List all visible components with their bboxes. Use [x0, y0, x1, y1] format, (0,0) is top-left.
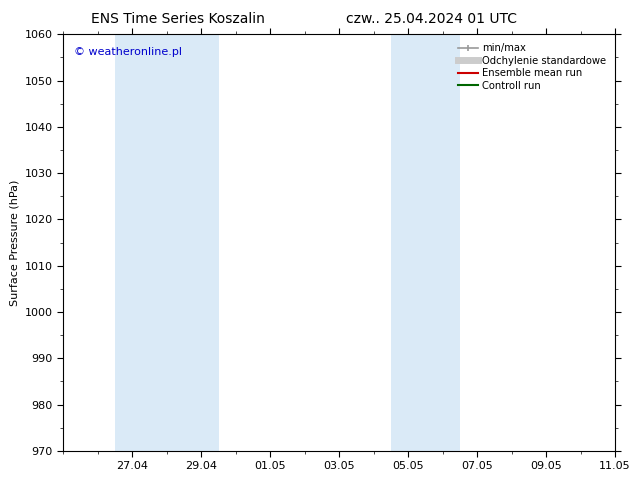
Legend: min/max, Odchylenie standardowe, Ensemble mean run, Controll run: min/max, Odchylenie standardowe, Ensembl…: [454, 39, 610, 95]
Bar: [391, 34, 460, 451]
Text: © weatheronline.pl: © weatheronline.pl: [74, 47, 183, 57]
Y-axis label: Surface Pressure (hPa): Surface Pressure (hPa): [10, 179, 19, 306]
Bar: [115, 34, 219, 451]
Text: ENS Time Series Koszalin: ENS Time Series Koszalin: [91, 12, 264, 26]
Text: czw.. 25.04.2024 01 UTC: czw.. 25.04.2024 01 UTC: [346, 12, 517, 26]
